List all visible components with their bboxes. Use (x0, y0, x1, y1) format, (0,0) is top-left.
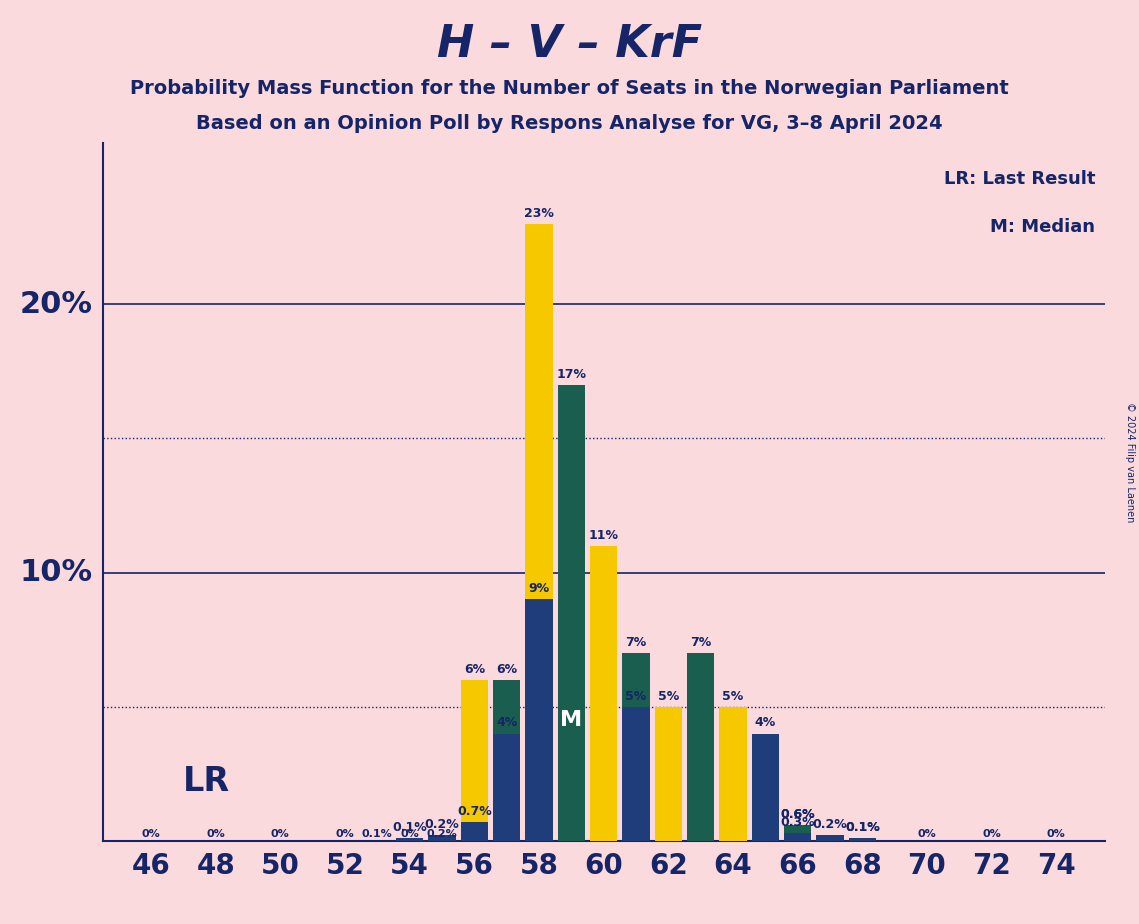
Bar (622, 653, 649, 841)
Text: 0.1%: 0.1% (845, 821, 879, 834)
Bar (590, 546, 617, 841)
Text: Probability Mass Function for the Number of Seats in the Norwegian Parliament: Probability Mass Function for the Number… (130, 79, 1009, 98)
Text: Based on an Opinion Poll by Respons Analyse for VG, 3–8 April 2024: Based on an Opinion Poll by Respons Anal… (196, 114, 943, 133)
Text: 6%: 6% (497, 663, 517, 675)
Text: LR: Last Result: LR: Last Result (943, 170, 1095, 188)
Bar (752, 734, 779, 841)
Text: 5%: 5% (722, 689, 744, 702)
Bar (493, 680, 521, 841)
Text: 4%: 4% (497, 716, 517, 729)
Text: LR: LR (183, 765, 230, 798)
Text: 0.6%: 0.6% (780, 808, 816, 821)
Text: 6%: 6% (464, 663, 485, 675)
Text: M: M (560, 711, 582, 730)
Text: 11%: 11% (589, 529, 618, 541)
Bar (396, 838, 424, 841)
Text: 0%: 0% (336, 830, 354, 840)
Text: H – V – KrF: H – V – KrF (437, 23, 702, 67)
Text: 23%: 23% (524, 207, 554, 220)
Text: 0%: 0% (141, 830, 161, 840)
Text: 0.2%: 0.2% (812, 819, 847, 832)
Text: 0.1%: 0.1% (362, 830, 393, 840)
Text: 20%: 20% (19, 290, 92, 319)
Bar (849, 838, 876, 841)
Text: 0%: 0% (206, 830, 226, 840)
Text: M: Median: M: Median (990, 218, 1095, 237)
Text: 0%: 0% (271, 830, 289, 840)
Text: 0.2%: 0.2% (427, 830, 458, 840)
Text: 7%: 7% (625, 636, 647, 649)
Bar (784, 833, 811, 841)
Bar (817, 835, 844, 841)
Text: 17%: 17% (556, 368, 587, 381)
Bar (558, 384, 585, 841)
Bar (784, 825, 811, 841)
Bar (655, 707, 682, 841)
Text: 4%: 4% (755, 716, 776, 729)
Text: 7%: 7% (690, 636, 711, 649)
Text: 0.1%: 0.1% (845, 821, 879, 834)
Text: 0%: 0% (982, 830, 1001, 840)
Text: 0.6%: 0.6% (780, 808, 816, 821)
Text: 0%: 0% (1047, 830, 1066, 840)
Bar (460, 680, 489, 841)
Bar (460, 822, 489, 841)
Text: 0.2%: 0.2% (425, 819, 459, 832)
Bar (849, 838, 876, 841)
Text: 0.7%: 0.7% (457, 805, 492, 818)
Text: 9%: 9% (528, 582, 549, 595)
Text: 5%: 5% (657, 689, 679, 702)
Bar (525, 600, 552, 841)
Text: 5%: 5% (625, 689, 647, 702)
Bar (719, 707, 747, 841)
Text: 0.1%: 0.1% (392, 821, 427, 834)
Text: 0.3%: 0.3% (780, 816, 816, 829)
Text: 0%: 0% (400, 830, 419, 840)
Bar (622, 707, 649, 841)
Text: 10%: 10% (19, 558, 92, 587)
Text: 0%: 0% (918, 830, 936, 840)
Bar (428, 835, 456, 841)
Bar (784, 825, 811, 841)
Bar (525, 224, 552, 841)
Text: © 2024 Filip van Laenen: © 2024 Filip van Laenen (1125, 402, 1134, 522)
Bar (493, 734, 521, 841)
Bar (687, 653, 714, 841)
